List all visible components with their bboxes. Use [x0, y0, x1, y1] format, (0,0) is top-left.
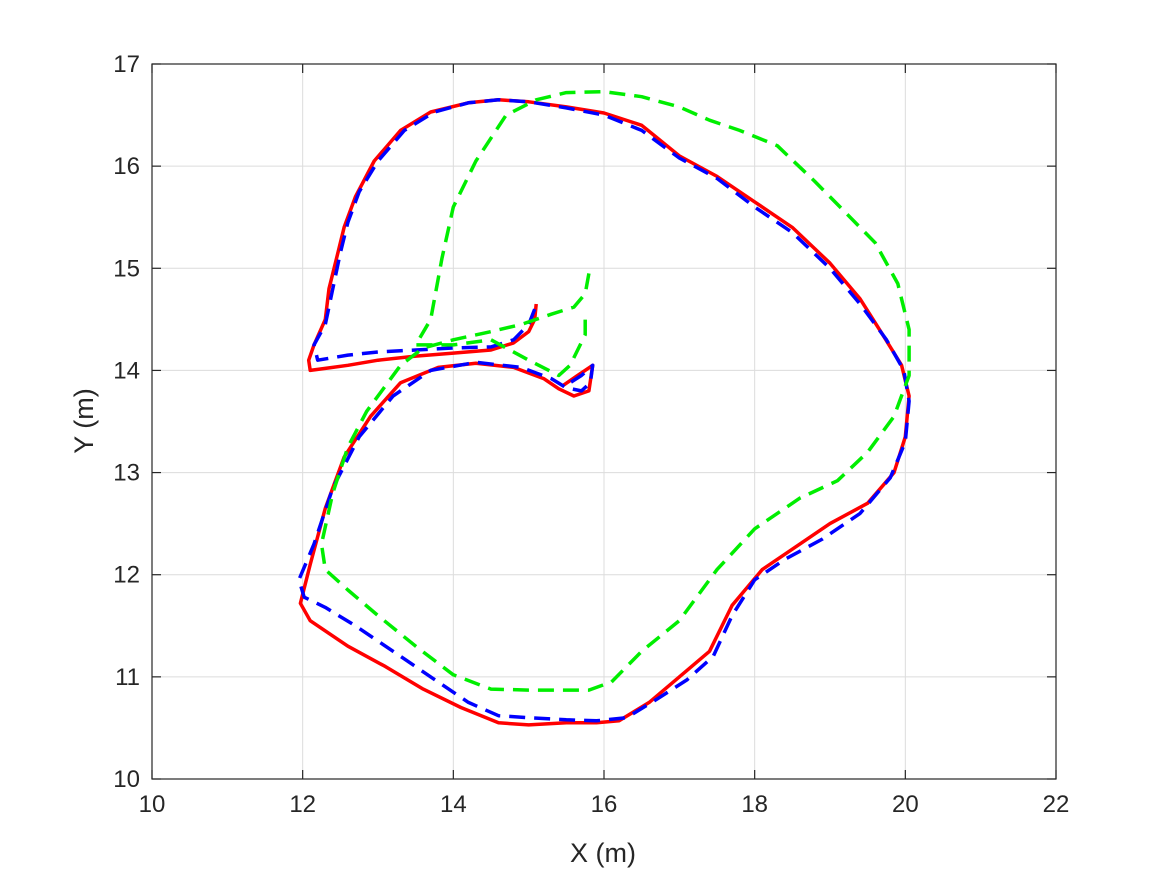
- y-axis-label: Y (m): [69, 388, 99, 454]
- series-group: [297, 89, 911, 727]
- axes-box: [151, 63, 1057, 780]
- x-tick-label: 12: [289, 791, 316, 818]
- y-tick-label: 12: [113, 562, 140, 589]
- tick-labels: 10 12 14 16 18 20 22 10 11 12 13 14 15 16 17: [113, 51, 1069, 818]
- x-tick-label: 14: [440, 791, 467, 818]
- y-tick-label: 11: [115, 664, 140, 691]
- y-tick-label: 17: [113, 51, 140, 78]
- y-tick-label: 15: [113, 255, 140, 282]
- series-line-3: [319, 89, 911, 692]
- x-tick-label: 16: [591, 791, 618, 818]
- y-tick-label: 14: [113, 357, 140, 384]
- series-line-2: [297, 98, 911, 723]
- x-tick-label: 10: [139, 791, 166, 818]
- series-line-1: [298, 98, 911, 727]
- y-tick-label: 10: [113, 766, 140, 793]
- x-axis-label: X (m): [570, 838, 636, 868]
- y-tick-label: 13: [113, 460, 140, 487]
- x-tick-label: 22: [1043, 791, 1070, 818]
- y-tick-label: 16: [113, 153, 140, 180]
- x-tick-label: 20: [892, 791, 919, 818]
- x-tick-label: 18: [741, 791, 768, 818]
